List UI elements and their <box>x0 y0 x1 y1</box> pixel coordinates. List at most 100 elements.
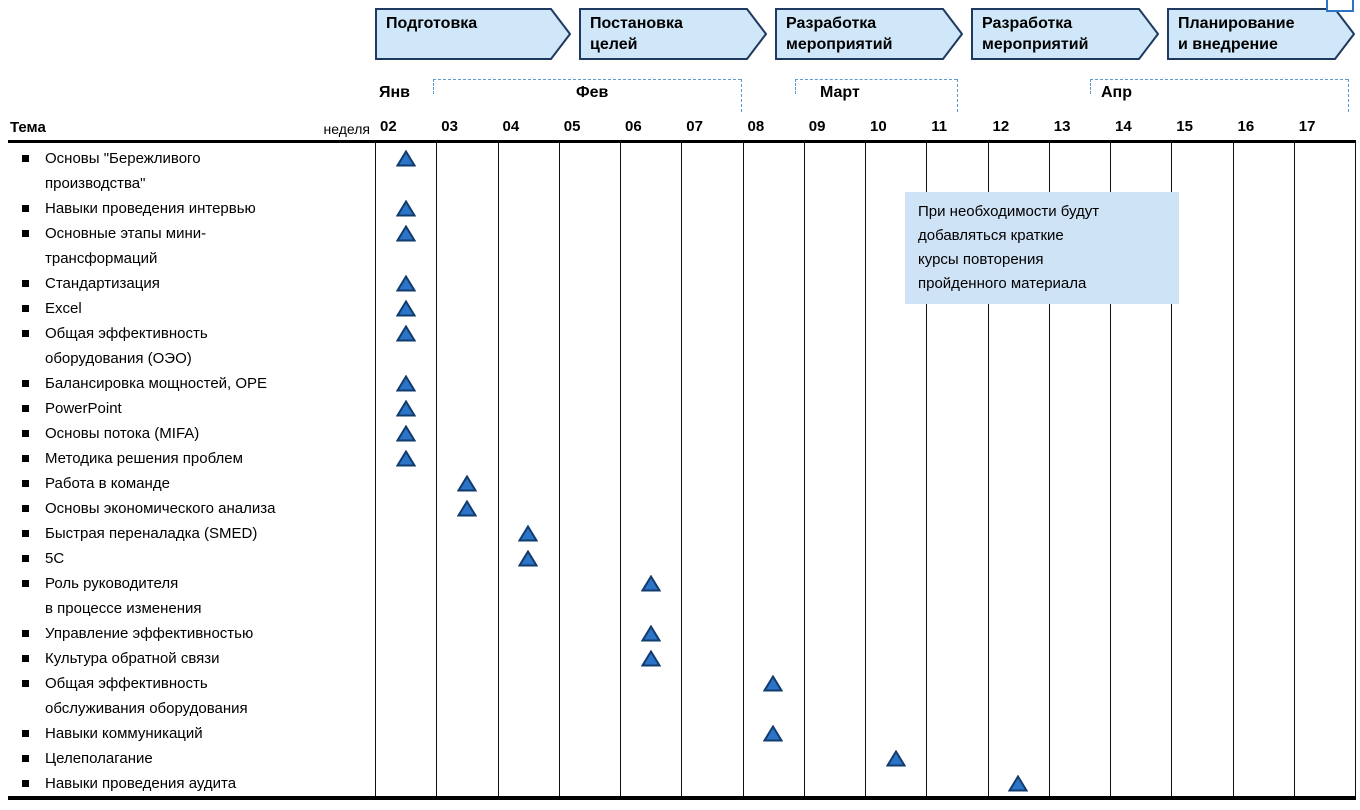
bullet-icon <box>22 155 29 162</box>
bullet-icon <box>22 380 29 387</box>
topic-row: Навыки проведения интервью <box>14 196 370 221</box>
topic-row: Роль руководителя в процессе изменения <box>14 571 370 621</box>
topic-row: Основы экономического анализа <box>14 496 370 521</box>
topic-row: Навыки проведения аудита <box>14 771 370 796</box>
grid-line <box>1355 143 1356 796</box>
marker-triangle <box>640 624 661 642</box>
week-header: 06 <box>625 118 642 135</box>
week-header: 03 <box>441 118 458 135</box>
triangle-shape <box>456 474 478 492</box>
grid-line <box>987 143 989 796</box>
topic-label: Целеполагание <box>45 750 153 767</box>
topic-label: Основы "Бережливого производства" <box>45 150 201 192</box>
marker-triangle <box>517 524 539 542</box>
marker-triangle <box>395 199 416 217</box>
bullet-icon <box>22 655 29 662</box>
topic-row: Методика решения проблем <box>14 446 370 471</box>
grid-line <box>1293 143 1295 796</box>
marker-triangle <box>762 724 784 742</box>
topic-row: Основные этапы мини- трансформаций <box>14 221 370 271</box>
triangle-icon <box>640 574 661 592</box>
triangle-icon <box>395 449 416 467</box>
month-bracket-tick <box>433 79 434 94</box>
phase-label: Подготовка <box>386 15 478 32</box>
week-header: 14 <box>1115 118 1132 135</box>
month-label: Апр <box>1101 84 1132 101</box>
triangle-icon <box>395 274 416 292</box>
triangle-shape <box>395 299 416 317</box>
triangle-shape <box>395 449 416 467</box>
bullet-icon <box>22 405 29 412</box>
triangle-shape <box>395 149 416 167</box>
topic-row: Общая эффективность обслуживания оборудо… <box>14 671 370 721</box>
marker-triangle <box>395 299 416 317</box>
week-header: 08 <box>747 118 765 135</box>
topic-label: Навыки коммуникаций <box>45 725 203 742</box>
triangle-icon <box>885 749 906 767</box>
bullet-icon <box>22 530 29 537</box>
topic-label: Основы экономического анализа <box>45 500 276 517</box>
phase-arrow-shape <box>1167 8 1356 60</box>
marker-triangle <box>456 499 478 517</box>
grid-line <box>742 143 744 796</box>
triangle-icon <box>517 549 539 567</box>
week-header: 09 <box>808 118 826 135</box>
topic-row: Стандартизация <box>14 271 370 296</box>
topic-label: Общая эффективность обслуживания оборудо… <box>45 675 248 717</box>
topic-row: Общая эффективность оборудования (ОЭО) <box>14 321 370 371</box>
topic-row: Основы "Бережливого производства" <box>14 146 370 196</box>
marker-triangle <box>517 549 539 567</box>
month-bracket-line <box>795 79 957 80</box>
phase-arrow-polygon <box>1167 8 1356 60</box>
bullet-icon <box>22 305 29 312</box>
week-header: 16 <box>1237 118 1255 135</box>
bullet-icon <box>22 430 29 437</box>
triangle-shape <box>395 374 416 392</box>
topic-row: PowerPoint <box>14 396 370 421</box>
triangle-shape <box>517 524 539 542</box>
grid-line <box>620 143 621 796</box>
triangle-icon <box>1007 774 1029 792</box>
topic-label: Навыки проведения аудита <box>45 775 237 792</box>
phase-banner: Постановка целей <box>579 8 768 60</box>
triangle-shape <box>762 674 784 692</box>
topic-row: Excel <box>14 296 370 321</box>
phase-arrow-shape <box>579 8 768 60</box>
marker-triangle <box>395 399 416 417</box>
topic-row: Культура обратной связи <box>14 646 370 671</box>
month-label: Фев <box>576 84 609 101</box>
month-bracket-tick <box>1090 79 1091 94</box>
topic-label: 5С <box>45 550 65 567</box>
grid-line <box>558 143 560 796</box>
triangle-shape <box>395 424 416 442</box>
phase-arrow-shape <box>971 8 1160 60</box>
triangle-shape <box>456 499 478 517</box>
marker-triangle <box>762 674 784 692</box>
triangle-icon <box>456 499 478 517</box>
topics-header: Тема <box>10 119 46 136</box>
bullet-icon <box>22 580 29 587</box>
marker-triangle <box>1007 774 1029 792</box>
phase-banner: Подготовка <box>375 8 572 60</box>
topic-row: Работа в команде <box>14 471 370 496</box>
month-bracket-tick <box>741 79 742 112</box>
month-bracket-line <box>433 79 741 80</box>
bullet-icon <box>22 280 29 287</box>
triangle-icon <box>395 324 416 342</box>
triangle-icon <box>395 424 416 442</box>
topic-row: Основы потока (MIFA) <box>14 421 370 446</box>
phase-arrow-polygon <box>775 8 964 60</box>
triangle-icon <box>395 224 416 242</box>
triangle-shape <box>395 199 416 217</box>
phase-arrow-polygon <box>375 8 572 60</box>
triangle-shape <box>395 324 416 342</box>
bullet-icon <box>22 230 29 237</box>
topic-label: Основные этапы мини- трансформаций <box>45 225 207 267</box>
marker-triangle <box>395 424 416 442</box>
marker-triangle <box>456 474 478 492</box>
phase-label: Разработка мероприятий <box>786 15 893 53</box>
grid-line <box>1048 143 1050 796</box>
triangle-icon <box>517 524 539 542</box>
week-header: 12 <box>992 118 1010 135</box>
phase-arrow-shape <box>375 8 572 60</box>
